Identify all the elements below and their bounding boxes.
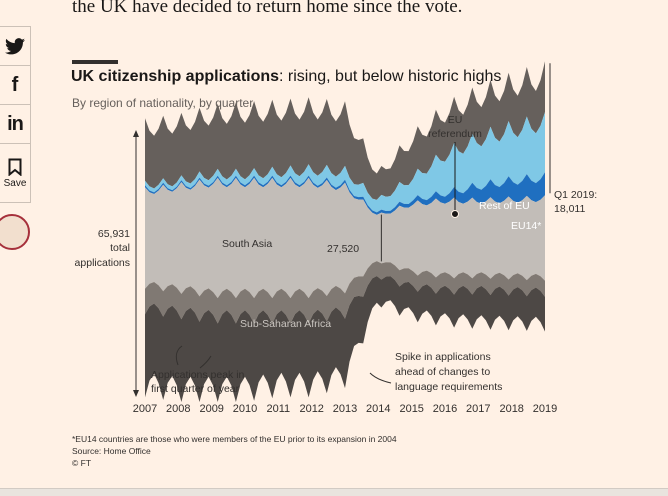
x-tick-label: 2012 [299, 403, 323, 415]
spike-label-2: ahead of changes to [395, 366, 490, 378]
circle-action-button[interactable] [0, 214, 30, 250]
eu-ref-label-1: EU [448, 114, 463, 126]
ssa-label: Sub-Saharan Africa [240, 318, 331, 330]
eu-ref-label-2: referendum [428, 128, 482, 140]
spike-label-1: Spike in applications [395, 351, 491, 363]
q1-2019-label-2: 18,011 [554, 203, 585, 215]
x-tick-label: 2007 [133, 403, 157, 415]
browser-bottom-bar [0, 488, 668, 496]
south-asia-label: South Asia [222, 238, 272, 250]
twitter-share-button[interactable] [0, 26, 30, 65]
rest-of-eu-label: Rest of EU [479, 200, 530, 212]
total-label-2: total [110, 242, 130, 254]
total-value-label: 65,931 [98, 228, 130, 240]
x-tick-label: 2017 [466, 403, 490, 415]
eu-referendum-dot [451, 210, 459, 218]
footnote-source: Source: Home Office [72, 446, 151, 456]
linkedin-icon: in [7, 112, 24, 135]
chart-title: UK citizenship applications: rising, but… [71, 68, 501, 86]
area-rest-of-eu [145, 112, 545, 213]
linkedin-share-button[interactable]: in [0, 104, 30, 143]
eu14-label: EU14* [511, 220, 541, 232]
arrowhead-down [133, 390, 139, 397]
chart-subtitle: By region of nationality, by quarter [72, 96, 254, 110]
total-label-3: applications [75, 257, 130, 269]
footnote-eu14: *EU14 countries are those who were membe… [72, 434, 397, 444]
save-label: Save [3, 177, 27, 189]
x-tick-label: 2009 [199, 403, 223, 415]
share-rail: f in Save [0, 26, 31, 203]
south-asia-value-label: 27,520 [327, 243, 359, 255]
chart-title-rest: : rising, but below historic highs [279, 68, 502, 85]
peak-arrow-1 [175, 345, 183, 366]
x-tick-label: 2019 [533, 403, 557, 415]
x-tick-label: 2014 [366, 403, 390, 415]
twitter-icon [5, 37, 25, 54]
x-tick-label: 2008 [166, 403, 190, 415]
arrowhead-up [133, 130, 139, 137]
footnote-copyright: © FT [72, 458, 92, 468]
bookmark-icon [8, 158, 22, 176]
area-south-asia [145, 177, 545, 299]
article-text: the UK have decided to return home since… [72, 0, 463, 17]
title-rule [72, 60, 118, 64]
area-sub-saharan-africa [145, 276, 545, 402]
area-other [145, 261, 545, 324]
area-eu14 [145, 172, 545, 215]
x-tick-label: 2013 [333, 403, 357, 415]
peak-label-1: Applications peak in [151, 369, 245, 381]
footnotes: *EU14 countries are those who were membe… [72, 433, 397, 469]
chart-title-bold: UK citizenship applications [71, 68, 280, 85]
facebook-share-button[interactable]: f [0, 65, 30, 104]
peak-label-2: first quarter of year [151, 383, 240, 395]
area-rest-of-world [145, 61, 545, 200]
spike-arrow [369, 372, 392, 384]
x-tick-label: 2011 [266, 403, 290, 415]
save-button[interactable]: Save [0, 143, 30, 203]
facebook-icon: f [11, 74, 19, 96]
x-tick-label: 2018 [499, 403, 523, 415]
peak-arrow-2 [199, 355, 212, 369]
q1-2019-label-1: Q1 2019: [554, 189, 597, 201]
spike-label-3: language requirements [395, 381, 502, 393]
x-tick-label: 2016 [433, 403, 457, 415]
x-tick-label: 2010 [233, 403, 257, 415]
x-tick-label: 2015 [399, 403, 423, 415]
